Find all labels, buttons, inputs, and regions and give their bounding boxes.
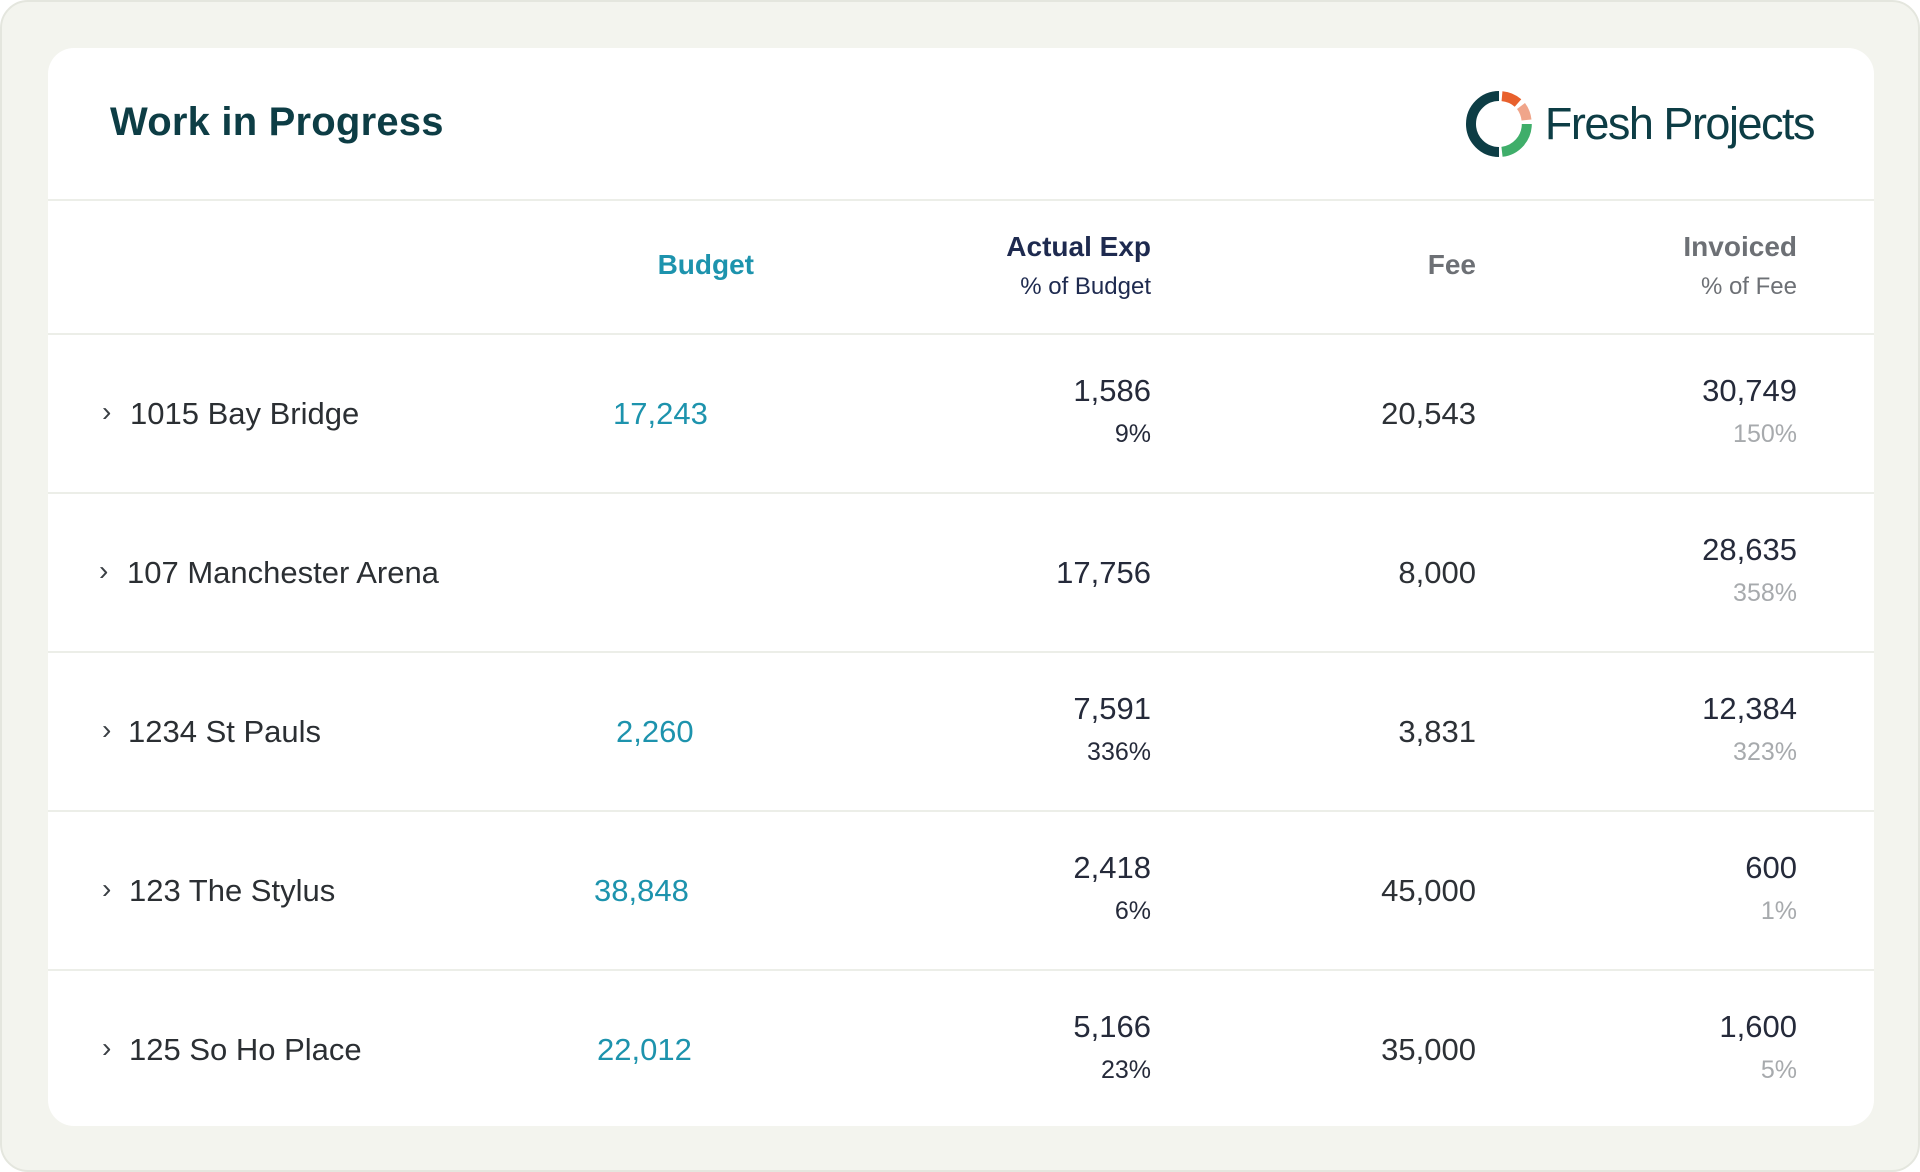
invoiced-percent: 5% xyxy=(1760,1056,1797,1084)
project-name: 107 Manchester Arena xyxy=(127,555,439,590)
invoiced-percent: 150% xyxy=(1733,420,1797,448)
col-invoiced-label: Invoiced xyxy=(1683,231,1797,262)
actual-exp-percent: 336% xyxy=(1087,738,1151,766)
fee-value: 8,000 xyxy=(1398,555,1476,590)
invoiced-cell: 30,749 150% xyxy=(1702,375,1797,447)
chevron-right-icon[interactable]: › xyxy=(99,555,109,586)
invoiced-percent: 1% xyxy=(1760,897,1797,925)
table-row[interactable]: › 123 The Stylus 38,848 2,418 6% 45,000 … xyxy=(48,812,1874,971)
budget-value: 2,260 xyxy=(616,714,694,749)
actual-exp-cell: 7,591 336% xyxy=(1073,693,1151,765)
actual-exp-value: 1,586 xyxy=(1073,373,1151,408)
table-row[interactable]: › 125 So Ho Place 22,012 5,166 23% 35,00… xyxy=(48,971,1874,1126)
table-row[interactable]: › 1234 St Pauls 2,260 7,591 336% 3,831 1… xyxy=(48,653,1874,812)
actual-exp-cell: 1,586 9% xyxy=(1073,375,1151,447)
col-budget[interactable]: Budget xyxy=(658,249,754,281)
chevron-right-icon[interactable]: › xyxy=(102,1032,112,1063)
fee-value: 20,543 xyxy=(1381,396,1476,431)
fresh-projects-logo-icon xyxy=(1465,91,1532,157)
invoiced-cell: 600 1% xyxy=(1745,852,1797,924)
fee-cell: 45,000 xyxy=(1381,875,1476,906)
actual-exp-value: 5,166 xyxy=(1073,1009,1151,1044)
budget-value: 38,848 xyxy=(594,873,689,908)
col-fee[interactable]: Fee xyxy=(1428,249,1476,281)
fee-cell: 8,000 xyxy=(1398,557,1476,588)
actual-exp-cell: 2,418 6% xyxy=(1073,852,1151,924)
invoiced-value: 600 xyxy=(1745,850,1797,885)
actual-exp-cell: 17,756 xyxy=(1056,557,1151,588)
brand-logo: Fresh Projects xyxy=(1463,88,1816,160)
actual-exp-value: 2,418 xyxy=(1073,850,1151,885)
col-budget-label: Budget xyxy=(657,249,754,280)
fee-value: 45,000 xyxy=(1381,873,1476,908)
actual-exp-value: 7,591 xyxy=(1073,691,1151,726)
table-row[interactable]: › 1015 Bay Bridge 17,243 1,586 9% 20,543… xyxy=(48,335,1874,494)
fee-cell: 20,543 xyxy=(1381,398,1476,429)
chevron-right-icon[interactable]: › xyxy=(102,714,112,745)
page-title: Work in Progress xyxy=(110,100,444,144)
wip-card: Work in Progress Fresh Projects Budget xyxy=(48,48,1874,1126)
col-fee-label: Fee xyxy=(1427,249,1476,280)
invoiced-cell: 12,384 323% xyxy=(1702,693,1797,765)
invoiced-value: 28,635 xyxy=(1702,532,1797,567)
project-name: 1015 Bay Bridge xyxy=(130,396,360,431)
fee-value: 3,831 xyxy=(1398,714,1476,749)
project-name: 1234 St Pauls xyxy=(128,714,322,749)
table-row[interactable]: › 107 Manchester Arena 17,756 8,000 28,6… xyxy=(48,494,1874,653)
table-header: Budget Actual Exp % of Budget Fee Invoic… xyxy=(48,201,1874,335)
invoiced-percent: 358% xyxy=(1733,579,1797,607)
chevron-right-icon[interactable]: › xyxy=(102,873,112,904)
actual-exp-value: 17,756 xyxy=(1056,555,1151,590)
col-invoiced[interactable]: Invoiced % of Fee xyxy=(1683,231,1797,301)
budget-value: 17,243 xyxy=(613,396,708,431)
budget-value: 22,012 xyxy=(597,1032,692,1067)
project-name: 123 The Stylus xyxy=(129,873,336,908)
col-actual-exp-label: Actual Exp xyxy=(1006,231,1151,262)
invoiced-value: 30,749 xyxy=(1702,373,1797,408)
card-header: Work in Progress Fresh Projects xyxy=(48,48,1874,201)
brand-name: Fresh Projects xyxy=(1544,98,1816,149)
col-actual-exp[interactable]: Actual Exp % of Budget xyxy=(1006,231,1151,301)
actual-exp-percent: 9% xyxy=(1114,420,1151,448)
fee-value: 35,000 xyxy=(1381,1032,1476,1067)
col-actual-exp-sublabel: % of Budget xyxy=(1020,273,1151,300)
invoiced-value: 1,600 xyxy=(1719,1009,1797,1044)
invoiced-value: 12,384 xyxy=(1702,691,1797,726)
fee-cell: 35,000 xyxy=(1381,1034,1476,1065)
col-invoiced-sublabel: % of Fee xyxy=(1700,273,1797,300)
fee-cell: 3,831 xyxy=(1398,716,1476,747)
chevron-right-icon[interactable]: › xyxy=(102,396,112,427)
actual-exp-percent: 23% xyxy=(1100,1056,1151,1084)
actual-exp-percent: 6% xyxy=(1114,897,1151,925)
invoiced-cell: 28,635 358% xyxy=(1702,534,1797,606)
invoiced-cell: 1,600 5% xyxy=(1719,1011,1797,1083)
project-name: 125 So Ho Place xyxy=(129,1032,362,1067)
actual-exp-cell: 5,166 23% xyxy=(1073,1011,1151,1083)
invoiced-percent: 323% xyxy=(1733,738,1797,766)
